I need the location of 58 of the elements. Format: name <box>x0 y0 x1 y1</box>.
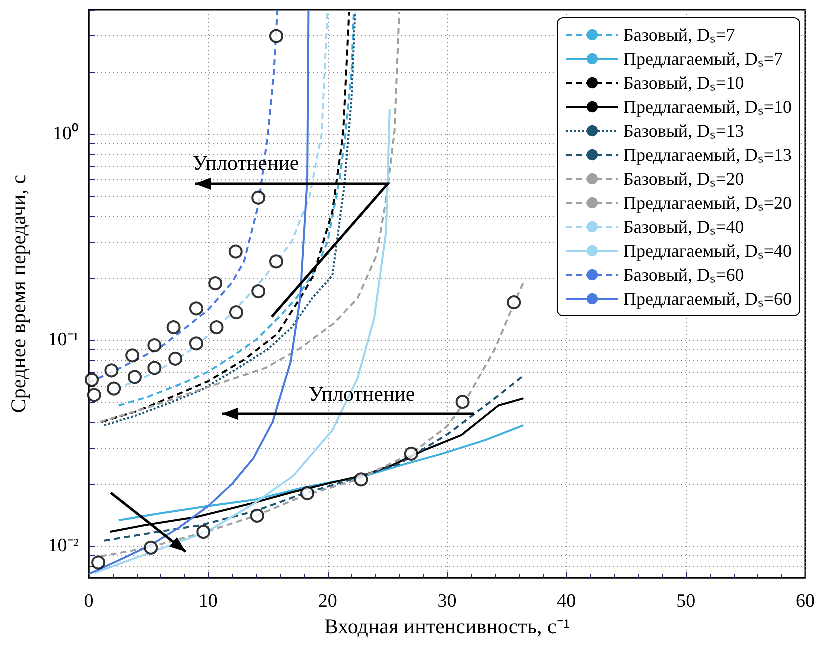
legend-label: Предлагаемый, Dₛ=40 <box>623 241 792 261</box>
point <box>269 254 284 269</box>
legend-label: Базовый, Dₛ=20 <box>623 169 744 189</box>
legend-label: Базовый, Dₛ=7 <box>623 25 736 45</box>
x-tick-label: 0 <box>84 591 94 612</box>
legend-label: Базовый, Dₛ=13 <box>623 121 744 141</box>
point <box>507 296 522 310</box>
point <box>404 446 418 461</box>
y-tick-label: 10⁰ <box>53 122 79 145</box>
x-tick-label: 50 <box>676 591 696 612</box>
point <box>107 382 122 396</box>
point <box>229 306 244 320</box>
legend-label: Предлагаемый, Dₛ=20 <box>623 193 792 213</box>
x-tick-label: 40 <box>557 591 576 612</box>
point <box>456 395 470 410</box>
line-series <box>88 9 310 576</box>
legend-label: Предлагаемый, Dₛ=60 <box>623 289 792 309</box>
point <box>269 29 284 44</box>
point <box>196 525 211 540</box>
y-axis-title: Среднее время передачи, с <box>6 174 30 414</box>
legend-label: Базовый, Dₛ=10 <box>623 73 744 93</box>
point <box>252 284 266 299</box>
point <box>228 244 243 259</box>
point <box>128 370 142 384</box>
point <box>208 276 223 291</box>
x-tick-label: 30 <box>438 591 457 612</box>
point <box>189 336 204 351</box>
point <box>210 320 224 335</box>
point <box>168 352 183 366</box>
legend-label: Предлагаемый, Dₛ=13 <box>623 145 792 165</box>
point <box>85 372 99 387</box>
point <box>252 190 266 205</box>
legend-label: Базовый, Dₛ=60 <box>623 265 744 285</box>
point <box>104 364 119 378</box>
point <box>87 388 102 402</box>
point <box>144 540 158 555</box>
point <box>126 348 140 363</box>
annotation: Уплотнение <box>308 382 416 406</box>
x-tick-label: 60 <box>796 591 815 612</box>
y-tick-label: 10⁻² <box>48 536 80 557</box>
annotation: Уплотнение <box>192 151 300 175</box>
line-series <box>104 374 525 542</box>
point <box>300 486 315 500</box>
x-tick-label: 10 <box>198 591 218 612</box>
point <box>148 361 162 376</box>
legend-label: Предлагаемый, Dₛ=7 <box>623 49 784 69</box>
point <box>354 472 368 487</box>
point <box>250 508 264 523</box>
y-tick-label: 10⁻¹ <box>48 330 80 351</box>
point <box>189 302 204 316</box>
point <box>92 556 106 570</box>
legend-label: Предлагаемый, Dₛ=10 <box>623 97 792 117</box>
legend-label: Базовый, Dₛ=40 <box>623 217 744 237</box>
x-tick-label: 20 <box>318 591 338 612</box>
x-axis-title: Входная интенсивность, с⁻¹ <box>324 614 570 638</box>
line-series <box>118 424 525 522</box>
point <box>166 320 181 335</box>
point <box>148 338 162 353</box>
